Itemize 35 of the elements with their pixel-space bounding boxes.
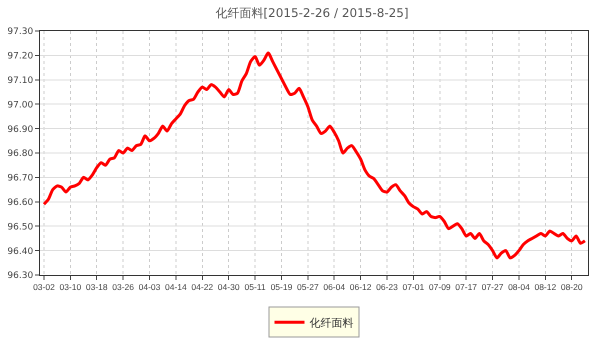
x-tick-label: 04-22	[191, 282, 214, 292]
x-tick-label: 07-09	[428, 282, 451, 292]
x-tick-label: 03-26	[112, 282, 134, 292]
legend-label: 化纤面料	[310, 316, 354, 330]
x-tick-label: 07-17	[455, 282, 478, 292]
y-tick-label: 96.90	[7, 124, 34, 135]
x-tick-label: 06-23	[376, 282, 398, 292]
y-tick-label: 96.40	[7, 246, 34, 257]
x-tick-label: 03-02	[33, 282, 56, 292]
y-tick-label: 96.80	[7, 149, 34, 160]
y-tick-label: 97.10	[7, 76, 34, 86]
y-tick-label: 96.60	[7, 198, 34, 208]
y-tick-label: 97.30	[7, 27, 34, 38]
x-tick-label: 03-10	[59, 282, 82, 292]
x-tick-label: 03-18	[86, 282, 108, 292]
x-tick-label: 04-14	[165, 282, 188, 292]
x-tick-label: 08-20	[560, 282, 583, 292]
chart-title: 化纤面料[2015-2-26 / 2015-8-25]	[215, 6, 409, 20]
line-series	[42, 51, 586, 260]
x-tick-label: 06-12	[350, 282, 372, 292]
y-tick-label: 97.20	[7, 52, 34, 62]
x-tick-label: 07-01	[402, 282, 425, 292]
y-tick-label: 96.30	[7, 271, 34, 282]
x-tick-label: 06-04	[323, 282, 346, 292]
x-tick-label: 05-19	[270, 282, 293, 292]
y-tick-label: 96.50	[7, 222, 34, 232]
x-tick-label: 05-11	[244, 282, 266, 292]
x-tick-label: 08-12	[534, 282, 556, 292]
x-tick-label: 07-27	[482, 282, 504, 292]
x-tick-label: 04-03	[138, 282, 161, 292]
y-tick-label: 97.00	[7, 100, 34, 110]
y-tick-label: 96.70	[7, 174, 34, 184]
x-tick-label: 08-04	[508, 282, 530, 292]
x-tick-label: 04-30	[218, 282, 240, 292]
x-tick-label: 05-27	[296, 282, 319, 292]
